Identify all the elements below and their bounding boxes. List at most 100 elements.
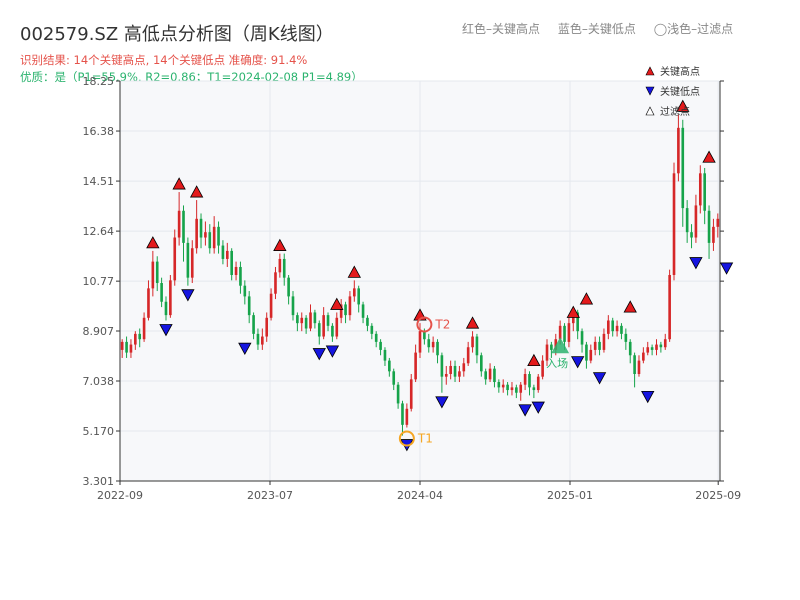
y-tick-label: 8.907 — [83, 325, 115, 338]
candle-body — [712, 226, 715, 243]
legend-high-text: 红色–关键高点 — [462, 22, 541, 36]
candle-body — [155, 261, 159, 284]
candle-body — [326, 315, 330, 326]
key-high-marker — [566, 305, 580, 318]
legend-filtered-text: ◯浅色–过滤点 — [653, 22, 734, 36]
candle-body — [173, 237, 177, 281]
key-high-marker — [702, 150, 716, 163]
candle-body — [274, 272, 277, 294]
candle-body — [309, 312, 312, 329]
candle-body — [593, 341, 597, 350]
candle-body — [252, 315, 255, 334]
candle-body — [370, 325, 374, 334]
candle-body — [515, 387, 518, 393]
candle-body — [392, 371, 396, 385]
candle-body — [151, 261, 155, 289]
candle-body — [120, 341, 124, 350]
candle-body — [160, 283, 163, 302]
candle-body — [414, 352, 417, 380]
candle-body — [558, 325, 562, 340]
y-tick-label: 10.77 — [83, 275, 115, 288]
legend-low-text: 蓝色–关键低点 — [557, 22, 636, 36]
candle-body — [379, 341, 382, 350]
candle-body — [278, 258, 282, 273]
candle-body — [462, 363, 466, 372]
candle-body — [388, 360, 391, 372]
candle-body — [668, 274, 671, 340]
key-low-marker — [531, 401, 545, 414]
key-low-marker — [719, 262, 734, 275]
candle-body — [396, 384, 400, 404]
candle-body — [458, 371, 461, 377]
y-tick-label: 3.301 — [83, 475, 115, 488]
candle-body — [287, 277, 290, 297]
t2-label: T2 — [434, 317, 450, 331]
candle-body — [282, 258, 286, 278]
key-low-marker — [592, 372, 607, 385]
x-tick-label: 2025-09 — [695, 489, 741, 502]
x-tick-label: 2022-09 — [97, 489, 143, 502]
candle-body — [304, 317, 308, 329]
legend-filtered-label: 过滤点 — [660, 105, 690, 118]
candle-body — [256, 333, 260, 345]
candle-body — [642, 352, 645, 361]
candle-body — [335, 317, 339, 337]
key-high-marker — [623, 300, 637, 313]
candle-body — [352, 288, 356, 297]
candle-body — [195, 218, 198, 249]
candle-body — [650, 347, 654, 350]
candle-body — [628, 341, 632, 356]
candle-body — [383, 349, 387, 361]
candle-body — [440, 355, 444, 377]
candle-body — [129, 344, 133, 353]
candle-body — [677, 127, 680, 174]
candle-body — [344, 304, 347, 316]
candle-body — [541, 360, 544, 377]
legend-low-label: 关键低点 — [660, 85, 700, 98]
candle-body — [204, 232, 207, 238]
key-low-marker — [641, 390, 655, 404]
key-low-marker — [435, 396, 449, 409]
candle-body — [620, 325, 623, 334]
candle-body — [501, 384, 505, 388]
result-summary: 识别结果: 14个关键高点, 14个关键低点 准确度: 91.4% — [20, 53, 308, 67]
key-low-marker — [159, 324, 173, 337]
candle-body — [567, 323, 571, 342]
candle-body — [247, 296, 251, 316]
candle-body — [681, 127, 685, 209]
key-low-marker — [518, 404, 532, 417]
candle-body — [449, 365, 452, 374]
candle-body — [401, 403, 404, 425]
y-tick-label: 18.25 — [83, 75, 115, 88]
candle-body — [243, 285, 247, 297]
candle-body — [633, 355, 636, 374]
candle-body — [624, 333, 628, 342]
legend-low-icon — [645, 86, 655, 96]
candle-body — [348, 296, 352, 316]
candle-body — [427, 339, 431, 348]
candle-body — [190, 248, 194, 278]
color-legend: 红色–关键高点 蓝色–关键低点 ◯浅色–过滤点 — [462, 20, 747, 37]
candle-body — [580, 331, 584, 345]
key-high-marker — [465, 316, 480, 329]
x-tick-label: 2023-07 — [247, 489, 293, 502]
candle-body — [405, 408, 409, 425]
candle-body — [418, 331, 422, 353]
candle-body — [164, 301, 168, 316]
candle-body — [234, 266, 238, 275]
candle-body — [300, 317, 304, 324]
candle-body — [536, 376, 540, 391]
candle-body — [488, 368, 492, 380]
key-high-marker — [579, 292, 594, 305]
candle-body — [519, 384, 523, 393]
candle-body — [269, 293, 273, 318]
candle-body — [532, 387, 536, 391]
x-tick-label: 2024-04 — [397, 489, 443, 502]
candle-body — [690, 232, 693, 238]
candle-body — [125, 341, 128, 353]
candle-body — [199, 218, 203, 238]
key-high-marker — [146, 236, 160, 249]
key-low-marker — [238, 342, 252, 356]
candle-body — [703, 173, 706, 211]
legend-high-label: 关键高点 — [660, 65, 700, 78]
